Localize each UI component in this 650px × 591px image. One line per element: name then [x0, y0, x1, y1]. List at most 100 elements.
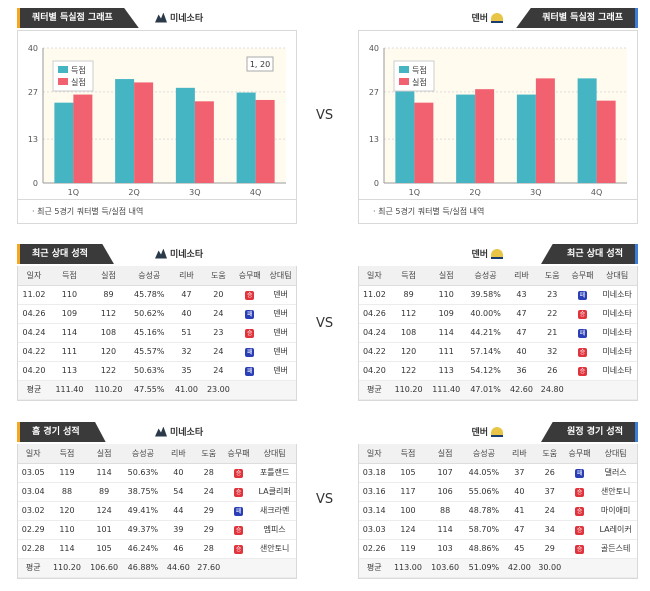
stat-cell: 113 — [49, 361, 89, 381]
column-header: 일자 — [18, 444, 49, 464]
average-cell: 103.60 — [426, 558, 464, 578]
average-cell — [567, 380, 598, 400]
legend-allowed-swatch — [58, 78, 68, 85]
win-badge: 승 — [575, 487, 585, 497]
minnesota-logo-icon — [155, 426, 167, 437]
y-tick-label: 40 — [28, 44, 38, 53]
stat-cell: 04.20 — [18, 361, 50, 381]
loss-badge: 패 — [245, 347, 255, 357]
team-name: 미네소타 — [170, 250, 204, 260]
opponent-cell: 덴버 — [265, 285, 296, 305]
opponent-cell: 멤피스 — [253, 520, 296, 540]
stat-cell: 03.18 — [359, 463, 390, 483]
column-header: 실점 — [88, 266, 128, 286]
average-cell: 110.20 — [88, 380, 128, 400]
stat-cell: 04.22 — [359, 342, 390, 362]
stat-cell: 35 — [170, 361, 203, 381]
legend-label: 실점 — [412, 77, 427, 87]
column-header: 상대팀 — [265, 266, 296, 286]
stat-cell: 106 — [426, 482, 464, 502]
score-bar — [577, 78, 597, 183]
stat-cell: 46 — [163, 539, 194, 559]
panel-header: 원정 경기 성적 덴버 — [358, 422, 638, 442]
x-tick-label: 1Q — [409, 188, 420, 197]
stat-cell: 43 — [506, 285, 537, 305]
column-header: 실점 — [426, 444, 464, 464]
column-header: 득점 — [389, 266, 428, 286]
opponent-cell: 골든스테 — [594, 539, 637, 559]
score-bar — [395, 70, 415, 183]
team-label: 덴버 — [471, 425, 503, 438]
stat-cell: 48.78% — [463, 501, 505, 521]
stat-cell: 100 — [389, 501, 427, 521]
stat-cell: 40 — [170, 304, 203, 324]
stat-cell: 44.05% — [463, 463, 505, 483]
table-row: 04.22 120 111 57.14% 40 32 승 미네소타 — [359, 342, 637, 362]
stat-cell: 107 — [426, 463, 464, 483]
stat-cell: 103 — [426, 539, 464, 559]
table-row: 04.20 122 113 54.12% 36 26 승 미네소타 — [359, 361, 637, 381]
average-cell: 27.60 — [193, 558, 224, 578]
table-row: 04.26 109 112 50.62% 40 24 패 덴버 — [18, 304, 296, 324]
y-tick-label: 0 — [374, 179, 379, 188]
result-cell: 패 — [234, 342, 266, 362]
panel-tab-title: 쿼터별 득실점 그래프 — [516, 8, 638, 28]
loss-badge: 패 — [577, 290, 587, 300]
stat-cell: 11.02 — [359, 285, 390, 305]
result-cell: 승 — [564, 501, 595, 521]
stat-cell: 50.63% — [122, 463, 164, 483]
allowed-bar — [596, 100, 616, 183]
stats-table: 일자 득점 실점 승성공 리바 도움 승무패 상대팀 11.02 110 89 45.78% 47 20 승… — [18, 266, 296, 400]
stat-cell: 03.16 — [359, 482, 390, 502]
table-row: 02.28 114 105 46.24% 46 28 승 샌안토니 — [18, 539, 296, 559]
score-bar — [516, 94, 536, 183]
opponent-cell: LA클리퍼 — [253, 482, 296, 502]
stat-cell: 34 — [534, 520, 565, 540]
opponent-cell: 샌안토니 — [253, 539, 296, 559]
result-cell: 패 — [564, 463, 595, 483]
average-row: 평균 111.40 110.20 47.55% 41.00 23.00 — [18, 380, 296, 400]
table-row: 03.14 100 88 48.78% 41 24 승 마이애미 — [359, 501, 637, 521]
average-cell — [223, 558, 254, 578]
stat-cell: 40 — [504, 482, 535, 502]
stat-cell: 24 — [193, 482, 224, 502]
stat-cell: 47 — [504, 520, 535, 540]
stat-cell: 50.62% — [127, 304, 171, 324]
stat-cell: 04.26 — [18, 304, 50, 324]
stat-cell: 29 — [193, 520, 224, 540]
y-tick-label: 0 — [33, 179, 38, 188]
table-row: 03.04 88 89 38.75% 54 24 승 LA클리퍼 — [18, 482, 296, 502]
table-row: 11.02 110 89 45.78% 47 20 승 덴버 — [18, 285, 296, 305]
team-label: 덴버 — [471, 11, 503, 24]
stat-cell: 51 — [170, 323, 203, 343]
panel-tab-title: 홈 경기 성적 — [17, 422, 106, 442]
opponent-cell: 새크라멘 — [253, 501, 296, 521]
result-cell: 승 — [223, 539, 254, 559]
stat-cell: 101 — [85, 520, 123, 540]
opponent-cell: LA레이커 — [594, 520, 637, 540]
team-label: 미네소타 — [155, 247, 203, 260]
denver-logo-icon — [491, 248, 503, 259]
result-cell: 패 — [223, 501, 254, 521]
opponent-cell: 덴버 — [265, 304, 296, 324]
column-header: 리바 — [163, 444, 194, 464]
average-cell: 44.60 — [163, 558, 194, 578]
stat-cell: 28 — [193, 463, 224, 483]
average-cell — [594, 558, 637, 578]
stats-table-box: 일자 득점 실점 승성공 리바 도움 승무패 상대팀 03.18 105 107 44.05% 37 26… — [358, 444, 638, 579]
stat-cell: 112 — [88, 304, 128, 324]
win-badge: 승 — [575, 525, 585, 535]
stat-cell: 03.05 — [18, 463, 49, 483]
result-cell: 승 — [564, 482, 595, 502]
stat-cell: 110 — [48, 520, 86, 540]
stat-cell: 113 — [427, 361, 466, 381]
stat-cell: 114 — [49, 323, 89, 343]
x-tick-label: 2Q — [469, 188, 480, 197]
column-header: 득점 — [389, 444, 427, 464]
column-header: 승무패 — [564, 444, 595, 464]
vs-label: VS — [316, 316, 334, 331]
stat-cell: 03.04 — [18, 482, 49, 502]
average-cell: 46.88% — [122, 558, 164, 578]
